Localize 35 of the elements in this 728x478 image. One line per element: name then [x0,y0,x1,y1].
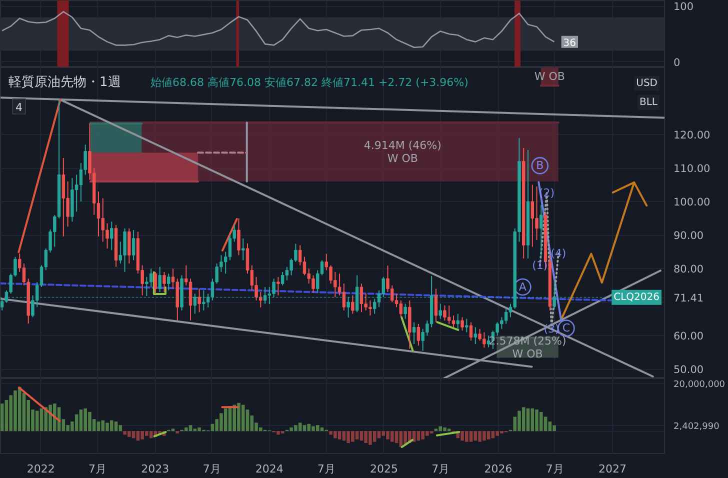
y-tick-label: 110.00 [674,163,710,176]
y-tick-label: 100 [674,1,694,14]
y-tick-label: 100.00 [674,196,710,209]
y-tick-label: 71.41 [674,292,704,304]
y-tick-label: 50.00 [674,364,704,376]
y-tick-label: 0 [674,56,680,69]
data-label: 36 [563,38,576,49]
x-tick-label: 2026 [484,462,512,476]
y-axis-title: USD BLL [636,78,658,108]
x-tick-label: 7月 [546,462,564,476]
x-tick-label: 7月 [88,462,107,476]
series-label: W OB [534,70,565,84]
ref-line-label: CLQ2026 [614,292,660,303]
x-tick-label: 7月 [202,462,221,476]
x-tick-label: 2027 [598,462,627,476]
x-tick-label: 7月 [432,462,450,476]
y-tick-label: 20,000,000 [674,380,726,390]
text: 軽質原油先物・1週 [8,75,121,90]
y-tick-label: 80.00 [674,264,704,276]
x-tick-label: 2022 [26,462,55,476]
y-tick-label: 2,402,990 [674,422,720,432]
y-tick-label: 60.00 [674,330,704,343]
text: 始値68.68 高値76.08 安値67.82 終値71.41 +2.72 (+3.96%) [150,76,468,89]
annotation: B [536,159,544,172]
annotation: (4) [550,246,566,260]
annotation: C [562,322,570,335]
x-tick-label: 2024 [255,462,284,476]
annotation: A [518,280,527,294]
y-tick-label: 120.00 [674,130,710,142]
x-tick-label: 2025 [370,462,398,476]
x-tick-label: 2023 [141,462,170,476]
series-label: 4.914M (46%) W OB [364,138,442,165]
y-tick-label: 90.00 [674,230,704,242]
annotation: 4 [16,101,22,114]
x-tick-label: 7月 [317,462,336,476]
